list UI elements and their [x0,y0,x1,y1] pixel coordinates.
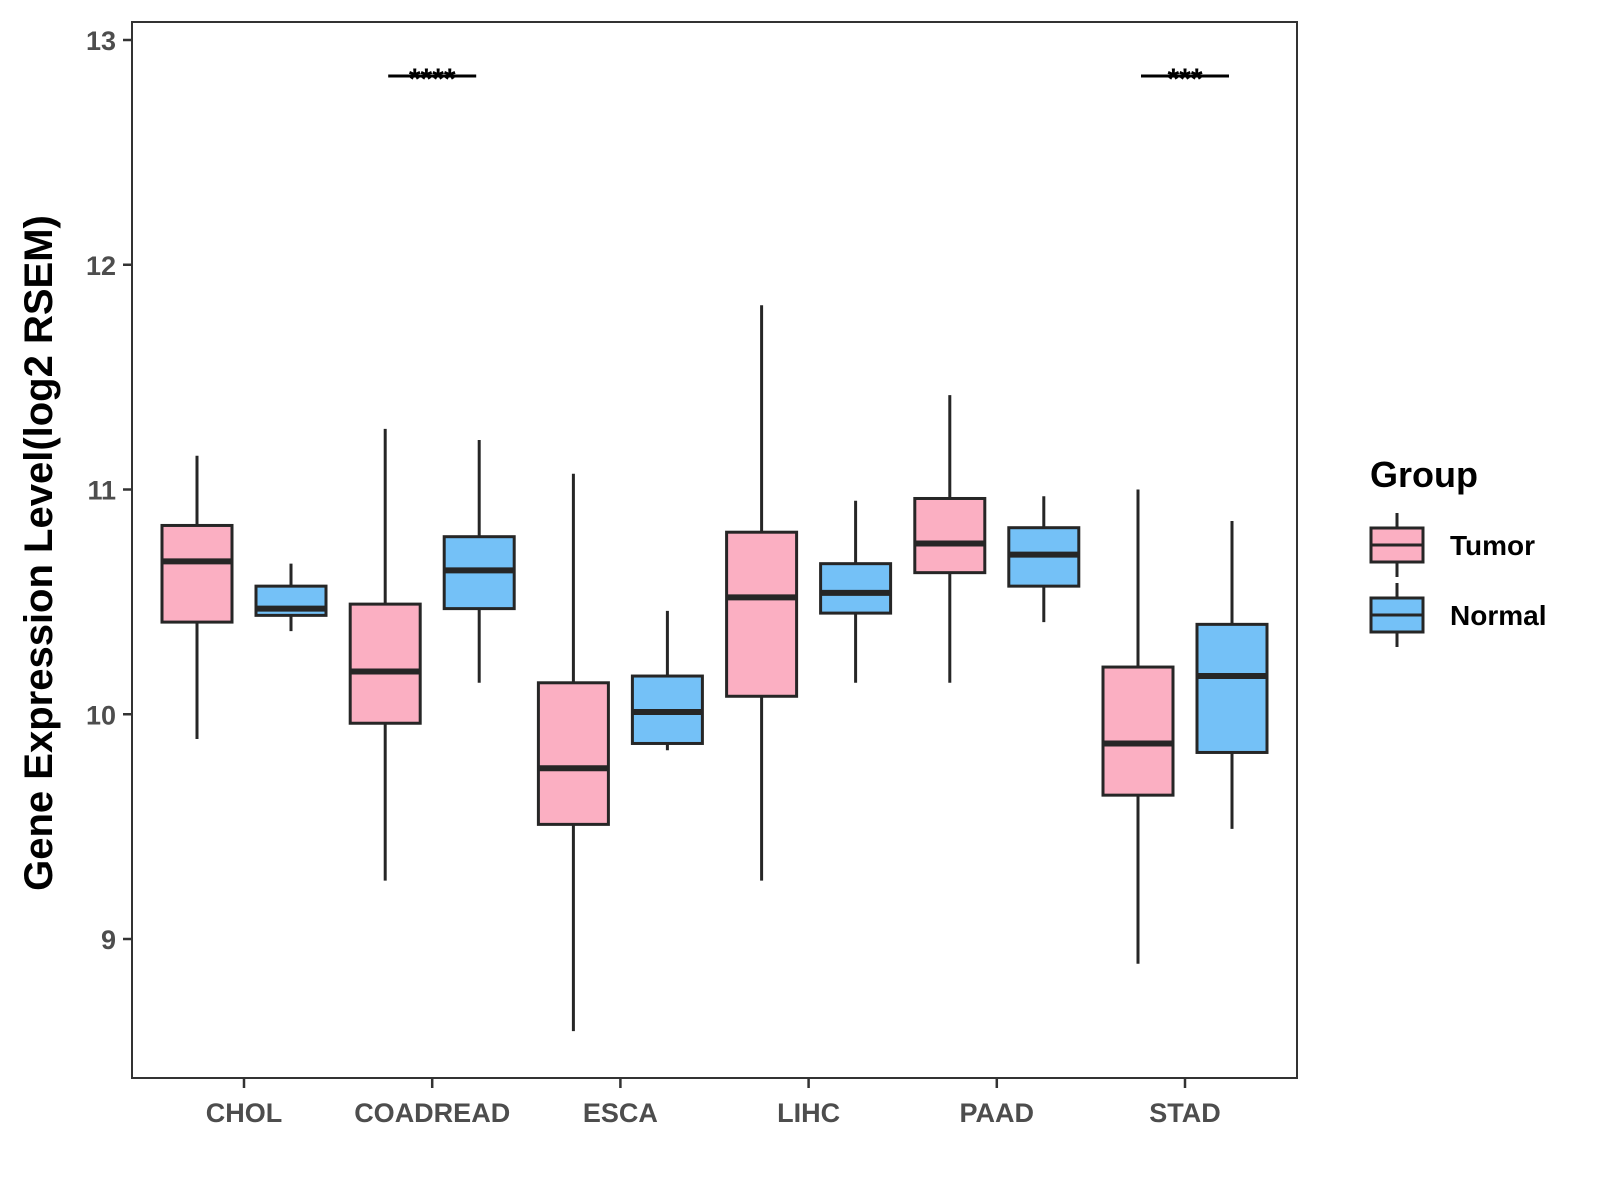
legend-title: Group [1370,454,1478,495]
box-body [725,530,799,698]
box-tumor-stad [1101,489,1175,964]
legend: Tumor Normal [1369,513,1546,647]
box-normal-stad [1195,520,1269,829]
box-body [1101,665,1175,797]
y-tick-label: 10 [86,700,116,730]
significance-label: *** [1167,63,1202,96]
box-tumor-chol [160,455,234,739]
significance-label: **** [409,63,456,96]
box-normal-chol [254,563,328,632]
box-normal-lihc [819,500,893,683]
legend-label: Tumor [1450,530,1535,561]
y-tick-label: 9 [101,925,116,955]
box-body [1195,622,1269,754]
x-tick-label: COADREAD [354,1098,510,1128]
x-tick-label: PAAD [960,1098,1035,1128]
box-normal-esca [630,610,704,751]
box-tumor-paad [913,395,987,683]
box-body [819,562,893,615]
x-tick-label: STAD [1149,1098,1221,1128]
box-body [913,496,987,575]
x-tick-label: ESCA [583,1098,658,1128]
box-normal-paad [1007,496,1081,623]
y-axis-label: Gene Expression Level(log2 RSEM) [17,215,61,891]
box-body [536,681,610,826]
box-tumor-coadread [348,428,422,881]
x-tick-label: LIHC [777,1098,840,1128]
box-tumor-lihc [725,305,799,881]
plot-layer: 9 10 11 12 13 CHOL COADREAD ESCA LIHC PAAD STAD ***… [86,21,1298,1128]
legend-label: Normal [1450,600,1546,631]
box-body [348,602,422,725]
plot-panel-border [131,21,1298,1079]
box-body [160,523,234,624]
box-normal-coadread [442,440,516,683]
x-tick-label: CHOL [206,1098,283,1128]
box-tumor-esca [536,473,610,1032]
legend-item-tumor: Tumor [1369,513,1535,577]
legend-item-normal: Normal [1369,583,1546,647]
y-tick-label: 13 [86,26,116,56]
y-tick-label: 11 [87,476,116,506]
y-tick-label: 12 [86,251,116,281]
